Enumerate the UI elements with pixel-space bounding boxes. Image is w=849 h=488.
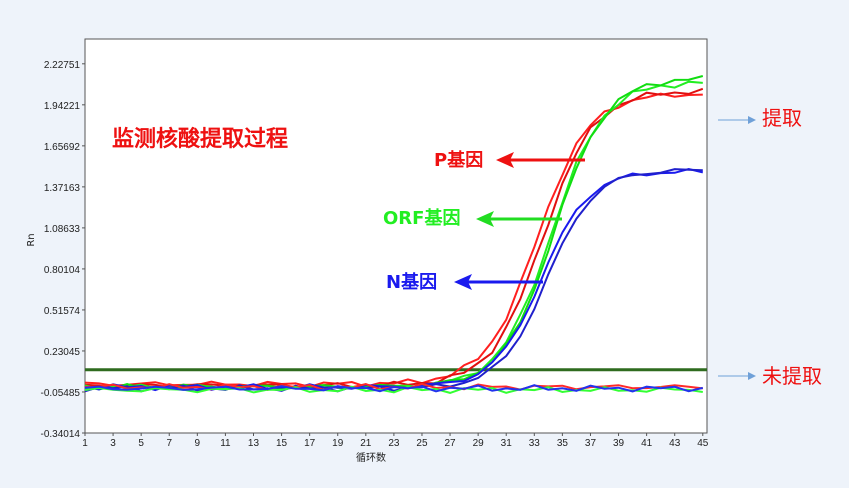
x-tick-label: 19 <box>332 438 344 449</box>
x-tick-label: 11 <box>220 438 231 449</box>
x-tick-label: 35 <box>557 438 569 449</box>
side-label-not-extracted: 未提取 <box>718 364 822 388</box>
x-tick-label: 15 <box>276 438 288 449</box>
arrowhead-n-gene <box>454 274 472 290</box>
x-tick-label: 39 <box>613 438 625 449</box>
side-arrowhead-not-extracted <box>748 372 756 380</box>
y-axis-label: Rn <box>26 233 37 246</box>
chart-title: 监测核酸提取过程 <box>112 126 288 152</box>
x-tick-label: 41 <box>641 438 653 449</box>
y-tick-label: 0.51574 <box>44 306 81 317</box>
amplification-curve <box>84 384 704 393</box>
annotation-orf-gene: ORF基因 <box>383 207 562 229</box>
y-tick-label: 2.22751 <box>44 60 81 71</box>
side-text-not-extracted: 未提取 <box>762 364 822 388</box>
label-p-gene: P基因 <box>434 149 483 171</box>
x-tick-label: 43 <box>669 438 681 449</box>
x-tick-label: 21 <box>360 438 372 449</box>
x-tick-label: 5 <box>138 438 144 449</box>
x-tick-label: 25 <box>416 438 428 449</box>
label-orf-gene: ORF基因 <box>383 207 460 229</box>
side-text-extracted: 提取 <box>762 106 802 130</box>
y-tick-label: 0.23045 <box>44 347 81 358</box>
y-tick-label: 1.08633 <box>44 224 81 235</box>
x-tick-label: 9 <box>195 438 201 449</box>
arrowhead-orf-gene <box>476 211 494 227</box>
x-tick-label: 1 <box>82 438 88 449</box>
y-tick-label: 1.65692 <box>44 142 81 153</box>
x-axis-label: 循环数 <box>356 451 386 464</box>
side-label-extracted: 提取 <box>718 106 802 130</box>
x-tick-label: 31 <box>501 438 513 449</box>
x-axis: 1 3 5 7 9 11 13 15 17 19 21 23 25 27 29 31 33 35 37 39 41 43 4… <box>82 433 709 449</box>
y-tick-label: -0.34014 <box>41 429 81 440</box>
x-tick-label: 3 <box>110 438 116 449</box>
x-tick-label: 7 <box>166 438 172 449</box>
x-tick-label: 27 <box>444 438 456 449</box>
series-group <box>84 75 704 394</box>
annotation-n-gene: N基因 <box>386 271 543 293</box>
x-tick-label: 37 <box>585 438 597 449</box>
y-tick-label: 0.80104 <box>44 265 81 276</box>
y-tick-label: -0.05485 <box>41 388 81 399</box>
y-axis: -0.34014 -0.05485 0.23045 0.51574 0.80104 1.0… <box>41 60 85 440</box>
plot-area <box>84 38 708 434</box>
x-tick-label: 33 <box>529 438 541 449</box>
x-tick-label: 29 <box>473 438 485 449</box>
label-n-gene: N基因 <box>386 271 437 293</box>
side-arrowhead-extracted <box>748 116 756 124</box>
x-tick-label: 45 <box>697 438 709 449</box>
x-tick-label: 17 <box>304 438 316 449</box>
arrowhead-p-gene <box>496 152 514 168</box>
y-tick-label: 1.94221 <box>44 101 81 112</box>
x-tick-label: 23 <box>388 438 400 449</box>
y-tick-label: 1.37163 <box>44 183 81 194</box>
annotation-p-gene: P基因 <box>434 149 585 171</box>
x-tick-label: 13 <box>248 438 260 449</box>
